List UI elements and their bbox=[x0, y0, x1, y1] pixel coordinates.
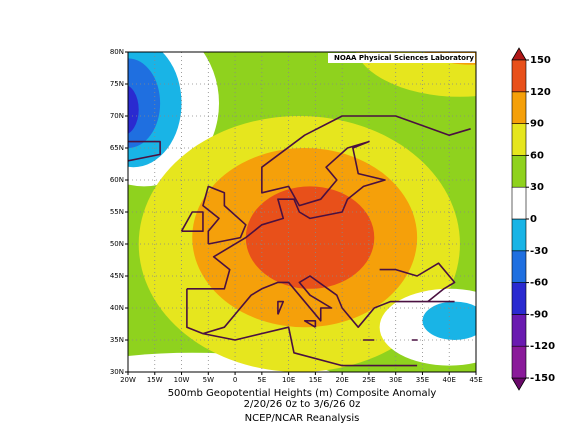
lon-label: 5W bbox=[203, 376, 214, 384]
lon-label: 45E bbox=[469, 376, 482, 384]
caption-line: 2/20/26 0z to 3/6/26 0z bbox=[244, 399, 361, 410]
lat-label: 35N bbox=[110, 336, 124, 344]
colorbar-label: 90 bbox=[530, 119, 544, 130]
lon-label: 10W bbox=[174, 376, 190, 384]
field-contour bbox=[355, 52, 476, 97]
colorbar-high-arrow bbox=[511, 47, 527, 61]
colorbar-segment bbox=[511, 282, 527, 315]
lat-label: 80N bbox=[110, 48, 124, 56]
lon-label: 30E bbox=[389, 376, 402, 384]
coastline bbox=[303, 319, 317, 328]
lat-label: 50N bbox=[110, 240, 124, 248]
field-contour bbox=[128, 58, 161, 148]
lat-label: 65N bbox=[110, 144, 124, 152]
colorbar-label: -90 bbox=[530, 309, 548, 320]
lon-label: 25E bbox=[362, 376, 375, 384]
lat-label: 30N bbox=[110, 368, 124, 376]
lat-label: 40N bbox=[110, 304, 124, 312]
lon-label: 0 bbox=[233, 376, 237, 384]
lon-label: 20W bbox=[120, 376, 136, 384]
map-frame bbox=[127, 51, 477, 373]
caption-line: NCEP/NCAR Reanalysis bbox=[245, 413, 360, 424]
colorbar-label: -150 bbox=[530, 373, 555, 384]
lat-label: 60N bbox=[110, 176, 124, 184]
colorbar: -150 -120 -90 -60 -30 0 30 60 90 120 150 bbox=[511, 47, 555, 391]
colorbar-label: -60 bbox=[530, 278, 548, 289]
caption-line: 500mb Geopotential Heights (m) Composite… bbox=[168, 388, 437, 399]
lon-label: 15W bbox=[147, 376, 163, 384]
colorbar-segment bbox=[511, 186, 527, 220]
colorbar-label: 60 bbox=[530, 150, 544, 161]
colorbar-segment bbox=[511, 250, 527, 283]
colorbar-segment bbox=[511, 314, 527, 347]
coastline bbox=[180, 211, 204, 232]
coastline bbox=[202, 326, 418, 367]
lon-label: 35E bbox=[416, 376, 429, 384]
colorbar-label: 30 bbox=[530, 182, 544, 193]
lon-label: 20E bbox=[335, 376, 348, 384]
coastline bbox=[128, 140, 161, 162]
colorbar-label: 0 bbox=[530, 214, 537, 225]
lat-label: 55N bbox=[110, 208, 124, 216]
colorbar-label: 150 bbox=[530, 55, 551, 66]
lon-label: 40E bbox=[443, 376, 456, 384]
coastline bbox=[202, 185, 247, 245]
colorbar-label: 120 bbox=[530, 87, 551, 98]
coastline bbox=[379, 262, 456, 303]
colorbar-low-arrow bbox=[511, 377, 527, 391]
credit-box bbox=[328, 53, 475, 63]
lat-label: 70N bbox=[110, 112, 124, 120]
coastline bbox=[186, 115, 471, 290]
colorbar-label: -120 bbox=[530, 341, 555, 352]
colorbar-segment bbox=[511, 218, 527, 252]
colorbar-label: -30 bbox=[530, 246, 548, 257]
colorbar-segment bbox=[511, 91, 527, 124]
lon-label: 15E bbox=[309, 376, 322, 384]
coastlines bbox=[128, 115, 471, 367]
lon-label: 5E bbox=[257, 376, 266, 384]
colorbar-segment bbox=[511, 123, 527, 156]
coastline bbox=[186, 275, 455, 335]
credit: NOAA Physical Sciences Laboratory bbox=[334, 54, 474, 62]
lat-label: 45N bbox=[110, 272, 124, 280]
field-contour bbox=[128, 85, 139, 134]
coastline bbox=[277, 300, 285, 315]
field-contour bbox=[422, 301, 476, 340]
colorbar-segment bbox=[511, 155, 527, 188]
colorbar-segment bbox=[511, 345, 527, 379]
lat-label: 75N bbox=[110, 80, 124, 88]
lon-label: 10E bbox=[282, 376, 295, 384]
colorbar-segment bbox=[511, 59, 527, 93]
